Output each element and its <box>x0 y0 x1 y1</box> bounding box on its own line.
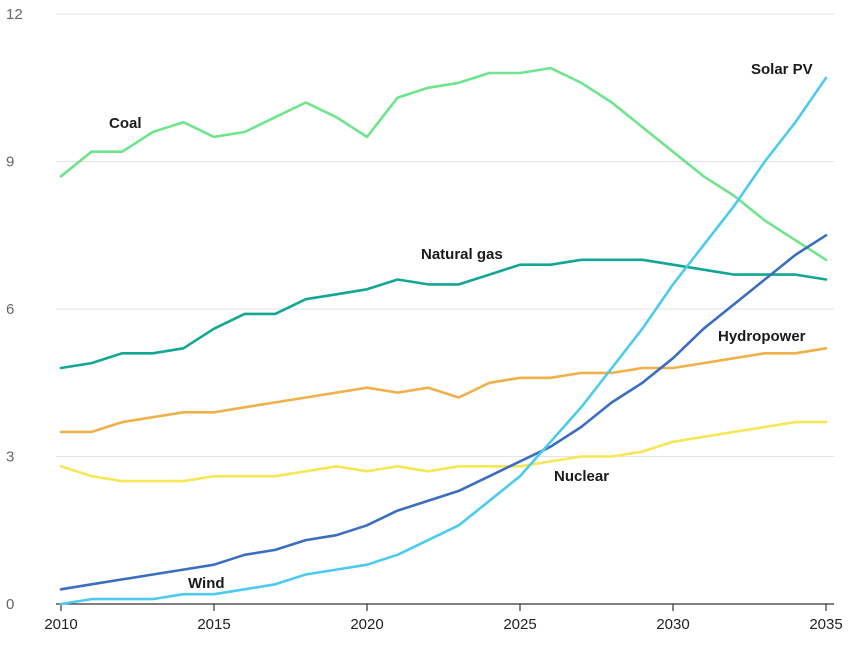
x-tick-label: 2035 <box>809 616 842 633</box>
series-line-nuclear <box>59 420 828 483</box>
y-axis-tick-labels: 0 3 6 9 12 <box>6 6 23 613</box>
y-tick-label: 0 <box>6 596 14 613</box>
series-lines <box>59 66 828 606</box>
series-label-nuclear: Nuclear <box>554 468 609 485</box>
x-tick-label: 2020 <box>350 616 383 633</box>
series-label-hydropower: Hydropower <box>718 328 806 345</box>
series-label-wind: Wind <box>188 575 225 592</box>
gridlines <box>56 13 834 457</box>
series-line-hydropower <box>59 346 828 434</box>
series-line-solar-pv <box>59 76 828 606</box>
series-line-coal <box>59 66 828 262</box>
y-tick-label: 3 <box>6 449 14 466</box>
series-line-wind <box>59 234 828 591</box>
series-label-natural-gas: Natural gas <box>421 246 503 263</box>
series-label-solar-pv: Solar PV <box>751 61 813 78</box>
x-axis: 2010 2015 2020 2025 2030 2035 <box>44 603 843 633</box>
y-tick-label: 12 <box>6 6 23 23</box>
y-tick-label: 9 <box>6 154 14 171</box>
x-tick-label: 2015 <box>197 616 230 633</box>
y-tick-label: 6 <box>6 301 14 318</box>
series-label-coal: Coal <box>109 115 142 132</box>
x-tick-label: 2010 <box>44 616 77 633</box>
series-labels: Coal Natural gas Hydropower Nuclear Wind… <box>109 61 813 592</box>
x-tick-label: 2025 <box>503 616 536 633</box>
series-line-natural-gas <box>59 258 828 370</box>
x-tick-label: 2030 <box>656 616 689 633</box>
